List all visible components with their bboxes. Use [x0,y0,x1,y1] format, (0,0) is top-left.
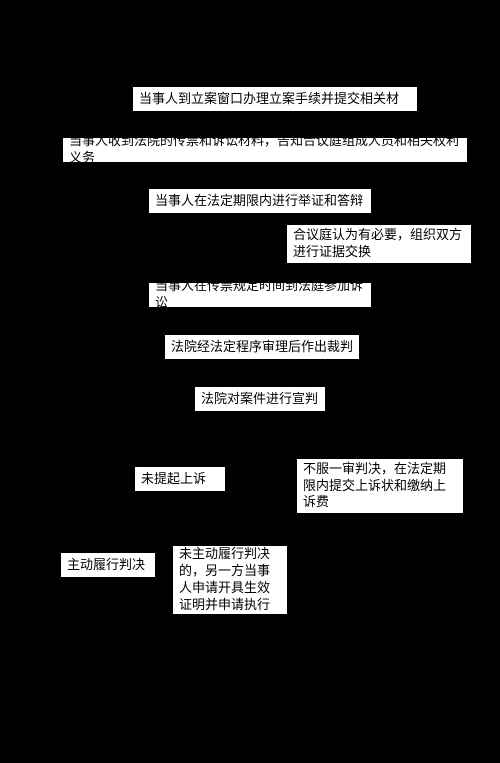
flow-node-label: 未主动履行判决的，另一方当事人申请开具生效证明并申请执行 [179,546,281,614]
flow-node-n1: 当事人到立案窗口办理立案手续并提交相关材 [132,86,418,112]
flow-node-n9: 不服一审判决，在法定期限内提交上诉状和缴纳上诉费 [296,458,464,514]
flow-node-label: 当事人到立案窗口办理立案手续并提交相关材 [139,91,399,108]
flow-node-n3: 当事人在法定期限内进行举证和答辩 [148,188,372,214]
flow-node-n7: 法院对案件进行宣判 [194,386,326,412]
flow-node-label: 当事人在传票规定时间到法庭参加诉讼 [155,278,365,312]
flow-node-label: 未提起上诉 [141,471,206,488]
flow-node-n5: 当事人在传票规定时间到法庭参加诉讼 [148,282,372,308]
flow-node-label: 当事人收到法院的传票和诉讼材料，告知合议庭组成人员和相关权利义务 [69,133,461,167]
flow-node-n4: 合议庭认为有必要，组织双方进行证据交换 [286,224,472,264]
flow-node-label: 法院对案件进行宣判 [201,391,318,408]
flow-node-label: 不服一审判决，在法定期限内提交上诉状和缴纳上诉费 [303,461,457,512]
flow-node-n2: 当事人收到法院的传票和诉讼材料，告知合议庭组成人员和相关权利义务 [62,137,468,163]
flow-node-label: 合议庭认为有必要，组织双方进行证据交换 [293,227,465,261]
flow-node-n8: 未提起上诉 [134,466,226,492]
flow-node-n6: 法院经法定程序审理后作出裁判 [164,334,360,360]
flow-node-n10: 主动履行判决 [60,552,156,578]
connectors-layer [0,0,500,763]
flow-node-label: 当事人在法定期限内进行举证和答辩 [155,193,363,210]
flow-node-n11: 未主动履行判决的，另一方当事人申请开具生效证明并申请执行 [172,545,288,615]
flow-node-label: 法院经法定程序审理后作出裁判 [171,339,353,356]
flow-node-label: 主动履行判决 [67,557,145,574]
